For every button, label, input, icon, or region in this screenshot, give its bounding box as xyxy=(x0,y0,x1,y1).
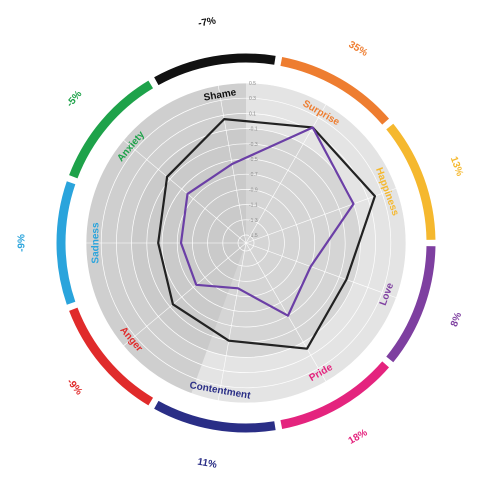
tick-label: -1.5 xyxy=(249,233,258,239)
axis-spoke xyxy=(123,139,247,244)
category-arc-anxiety xyxy=(69,80,154,179)
tick-label: -0.1 xyxy=(249,127,258,133)
percent-label-surprise: 35% xyxy=(347,39,370,59)
percent-label-anxiety: -5% xyxy=(65,89,85,110)
percent-label-shame: -7% xyxy=(197,16,217,30)
tick-label: 0.5 xyxy=(249,81,256,87)
axis-spoke xyxy=(123,242,247,347)
category-arc-shame xyxy=(154,53,276,86)
category-arc-pride xyxy=(280,361,390,430)
category-arc-anger xyxy=(69,307,154,406)
grid-layer: -1.5 -1.3 -1.1 -0.9 -0.7 -0.5 -0.3 -0.1 0.1 0.3 0.… xyxy=(85,81,407,404)
axis-spoke xyxy=(245,187,397,244)
tick-label: -0.3 xyxy=(249,142,258,148)
category-label-sadness: Sadness xyxy=(91,222,102,264)
axis-spoke xyxy=(217,242,247,401)
category-arc-happiness xyxy=(386,123,436,240)
axis-spoke xyxy=(245,242,397,299)
percent-label-happiness: 13% xyxy=(448,155,465,178)
tick-label: -1.1 xyxy=(249,203,258,209)
series-layer xyxy=(157,117,376,350)
tick-label: -0.9 xyxy=(249,187,258,193)
category-arcs xyxy=(56,53,436,433)
tick-label: -0.7 xyxy=(249,172,258,178)
tick-label: 0.1 xyxy=(249,111,256,117)
shaded-sector xyxy=(85,83,246,394)
axis-spoke xyxy=(245,242,327,382)
category-arc-sadness xyxy=(56,181,76,305)
series-line-1 xyxy=(157,117,376,350)
category-arc-surprise xyxy=(280,56,390,125)
percent-label-sadness: -9% xyxy=(17,234,28,252)
series-line-2 xyxy=(179,126,355,317)
tick-label: 0.3 xyxy=(249,96,256,102)
tick-label: -0.5 xyxy=(249,157,258,163)
percent-label-love: 8% xyxy=(449,311,464,328)
percent-label-anger: -9% xyxy=(64,377,84,398)
category-arc-love xyxy=(386,246,436,363)
tick-label: -1.3 xyxy=(249,218,258,224)
category-arc-contentment xyxy=(154,400,276,433)
percent-label-pride: 18% xyxy=(347,427,370,447)
percent-label-contentment: 11% xyxy=(197,457,218,471)
